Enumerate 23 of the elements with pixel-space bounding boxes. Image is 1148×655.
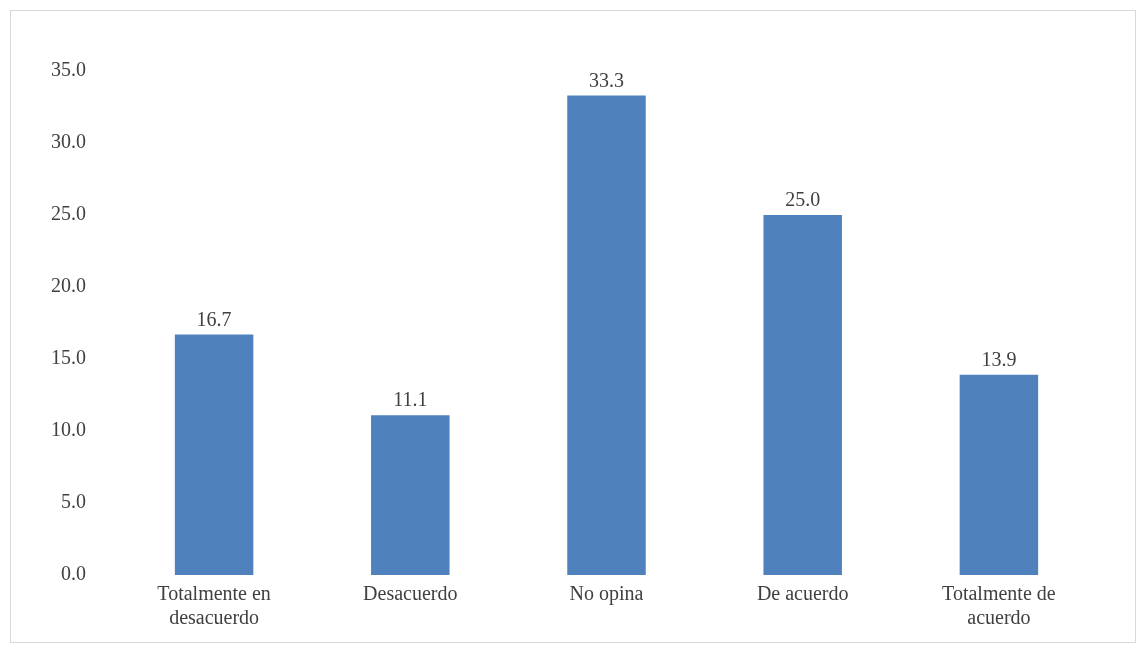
bar bbox=[763, 215, 842, 575]
data-label: 13.9 bbox=[981, 348, 1017, 371]
y-tick-label: 0.0 bbox=[61, 562, 86, 585]
data-label: 16.7 bbox=[196, 307, 232, 330]
x-tick-label: No opina bbox=[569, 582, 644, 606]
bar bbox=[371, 415, 450, 575]
y-tick-label: 10.0 bbox=[51, 418, 86, 441]
bar bbox=[174, 334, 254, 575]
data-label: 33.3 bbox=[589, 68, 624, 91]
bar bbox=[567, 95, 646, 575]
x-tick-label: Desacuerdo bbox=[363, 582, 458, 605]
y-tick-label: 30.0 bbox=[51, 130, 86, 153]
bar bbox=[959, 374, 1039, 575]
y-tick-label: 25.0 bbox=[51, 202, 86, 225]
x-tick-label: Totalmente de acuerdo bbox=[942, 582, 1056, 629]
y-tick-label: 5.0 bbox=[61, 490, 86, 513]
y-tick-label: 35.0 bbox=[51, 58, 86, 81]
x-tick-label: De acuerdo bbox=[756, 582, 849, 605]
y-tick-label: 15.0 bbox=[51, 346, 86, 369]
data-label: 11.1 bbox=[393, 388, 428, 411]
y-tick-label: 20.0 bbox=[51, 274, 86, 297]
x-tick-label: Totalmente en desacuerdo bbox=[157, 582, 271, 629]
data-label: 25.0 bbox=[785, 188, 821, 211]
